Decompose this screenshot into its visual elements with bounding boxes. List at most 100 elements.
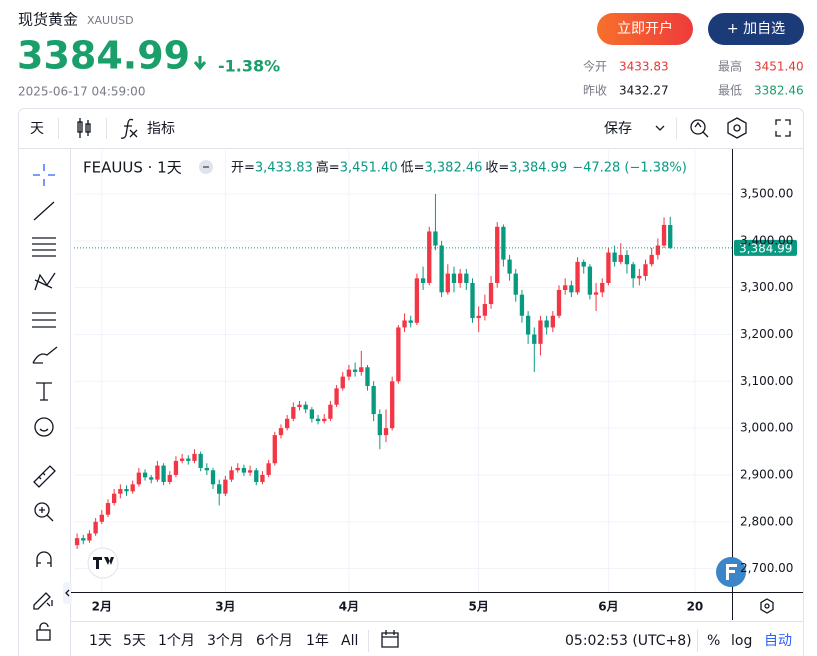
y-tick-label: 2,900.00 [740, 467, 793, 481]
magnet-icon[interactable] [36, 551, 52, 567]
stat-label: 最高 [718, 59, 742, 74]
candle-body [291, 407, 296, 419]
range-button[interactable]: 6个月 [256, 633, 293, 649]
zoom-icon[interactable] [34, 502, 50, 518]
stat-value: 3433.83 [619, 60, 669, 74]
candle-body [439, 245, 444, 293]
candle-body [618, 254, 623, 262]
candle-body [655, 245, 661, 255]
candle-body [81, 538, 86, 541]
candle-body [414, 278, 420, 323]
x-tick-label: 5月 [469, 600, 489, 614]
candle-body [260, 474, 265, 482]
chevron[interactable] [655, 125, 665, 131]
button-label[interactable]: + 加自选 [727, 21, 785, 37]
y-tick-label: 3,300.00 [740, 280, 793, 294]
candle-body [451, 273, 457, 283]
candle-body [352, 369, 358, 372]
candle-body [149, 477, 154, 480]
candle-body [130, 484, 135, 492]
candle-body [223, 479, 228, 494]
scale-option[interactable]: log [731, 633, 752, 649]
zoom-icon[interactable] [39, 507, 54, 522]
legend-key: 收= [485, 161, 509, 176]
indicators[interactable]: 指标 [147, 121, 175, 137]
lock-draw-icon[interactable] [33, 592, 53, 610]
save[interactable]: 保存 [604, 121, 632, 137]
x-tick-label: 3月 [215, 600, 235, 614]
candle-body [593, 292, 599, 295]
legend-key: 低= [401, 161, 425, 176]
legend-symbol: FEAUUS · 1天 [83, 159, 182, 177]
candle-body [575, 261, 580, 293]
collapse-handle[interactable] [63, 582, 72, 604]
candle-body [161, 465, 166, 482]
emoji-icon[interactable] [34, 417, 54, 437]
collapse-arrow[interactable] [65, 589, 70, 597]
candle-body [198, 453, 203, 468]
x-tick-label: 20 [687, 600, 704, 614]
candle-body [186, 458, 191, 461]
candle-body [272, 435, 277, 464]
range-button[interactable]: 1天 [89, 633, 112, 649]
ruler-icon[interactable] [33, 465, 56, 488]
plot [74, 150, 732, 592]
range-button[interactable]: 1个月 [158, 633, 195, 649]
interval[interactable]: 天 [30, 121, 44, 137]
axis-settings-icon[interactable] [760, 598, 774, 614]
y-tick-label: 3,000.00 [740, 421, 793, 435]
last-price-label: 3,384.99 [739, 241, 792, 255]
tv-logo[interactable] [87, 547, 119, 579]
button-label[interactable]: 立即开户 [617, 20, 673, 37]
candle-body [427, 231, 432, 283]
settings-icon[interactable] [727, 117, 747, 139]
scale-option[interactable]: 自动 [764, 633, 792, 649]
fullscreen-icon[interactable] [775, 119, 791, 137]
watchlist-button[interactable] [708, 13, 804, 45]
candle-body [643, 264, 648, 276]
candle-body [488, 282, 494, 305]
candle-body [420, 278, 426, 283]
change: -1.38% [218, 57, 280, 76]
y-tick-label: 2,800.00 [740, 514, 793, 528]
candle-body [247, 470, 253, 473]
range-button[interactable]: All [341, 633, 358, 649]
candle-body [612, 252, 617, 262]
x-tick-label: 6月 [598, 600, 618, 614]
emoji-icon[interactable] [39, 428, 49, 432]
candle-body [383, 428, 389, 436]
candle-body [118, 488, 123, 494]
crosshair-icon[interactable] [33, 164, 55, 186]
range-button[interactable]: 5天 [123, 633, 146, 649]
symbol: XAUUSD [87, 14, 134, 27]
range-button[interactable]: 3个月 [207, 633, 244, 649]
brush-icon[interactable] [32, 346, 58, 364]
candle-body [538, 320, 543, 344]
legend-value: 3,384.99 [509, 161, 567, 176]
candle-body [297, 404, 302, 408]
range-button[interactable]: 1年 [306, 633, 329, 649]
lock-icon[interactable] [36, 629, 51, 641]
scale-option[interactable]: % [707, 633, 720, 649]
candle-body [167, 474, 172, 482]
clock: 05:02:53 (UTC+8) [565, 633, 692, 649]
prediction-icon[interactable] [32, 312, 56, 328]
text-icon[interactable] [36, 382, 52, 401]
f-logo-mark [726, 564, 737, 580]
candle-body [445, 273, 450, 293]
candle-body [309, 409, 315, 419]
candle-body [346, 369, 352, 377]
x-tick-label: 4月 [339, 600, 359, 614]
trendline-icon[interactable] [33, 201, 55, 221]
candle-body [513, 273, 518, 295]
calendar-icon[interactable] [381, 630, 399, 648]
pattern-icon[interactable] [34, 272, 56, 291]
candle-type-icon[interactable] [77, 118, 91, 138]
lock-icon[interactable] [39, 622, 49, 630]
open-account-button[interactable] [597, 13, 693, 45]
indicator-icon[interactable] [120, 118, 138, 139]
alert-icon[interactable] [690, 119, 709, 138]
time: 2025-06-17 04:59:00 [18, 85, 145, 99]
fib-icon[interactable] [32, 237, 56, 257]
